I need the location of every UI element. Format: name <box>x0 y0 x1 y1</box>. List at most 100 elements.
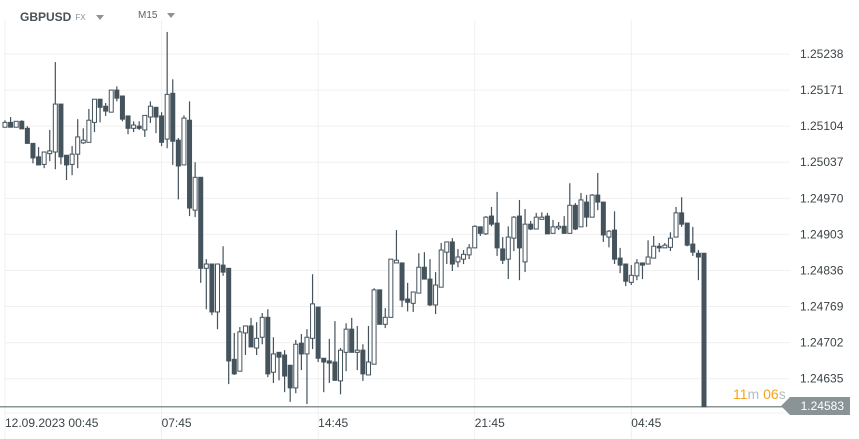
candle-body-bull <box>181 117 187 166</box>
candle <box>600 201 606 242</box>
candle <box>466 244 472 260</box>
chevron-down-icon <box>167 13 176 18</box>
candle-body-bull <box>52 103 58 153</box>
candle <box>97 98 103 123</box>
price-axis: 1.25238 1.25171 1.25104 1.25037 1.24970 1.249… <box>800 47 844 386</box>
candle-body-bear <box>561 225 567 234</box>
candle-body-bull <box>75 136 81 155</box>
candle-body-bear <box>125 115 131 129</box>
candle <box>125 115 131 135</box>
candle <box>80 128 86 144</box>
candle-body-bear <box>248 325 254 348</box>
candle <box>472 225 478 249</box>
candle-body-bear <box>360 349 366 375</box>
candle <box>455 248 461 268</box>
candle-body-bull <box>338 349 344 382</box>
candle <box>293 339 299 394</box>
candle-body-bull <box>382 316 388 325</box>
candle-body-bull <box>47 150 53 155</box>
candle-body-bear <box>220 264 226 273</box>
candle <box>164 31 170 149</box>
candle-body-bear <box>600 201 606 236</box>
candle <box>354 325 360 371</box>
candle-body-bear <box>595 194 601 203</box>
symbol-name: GBPUSD <box>20 10 72 24</box>
candle <box>421 252 427 280</box>
candle-body-bear <box>58 103 64 158</box>
candle <box>595 173 601 211</box>
candle <box>371 288 377 365</box>
candle <box>203 259 209 310</box>
y-tick-label: 1.24702 <box>800 336 844 350</box>
candle-body-bull <box>522 223 528 263</box>
candle-body-bear <box>572 204 578 230</box>
x-tick-label: 07:45 <box>162 416 192 430</box>
candle <box>142 114 148 137</box>
candle-body-bull <box>662 244 668 249</box>
candle-body-bull <box>634 262 640 277</box>
candle <box>477 226 483 237</box>
candle <box>108 89 114 113</box>
candle <box>187 101 193 217</box>
candle <box>427 259 433 307</box>
candle <box>103 103 109 116</box>
candle <box>550 219 556 234</box>
candle-body-bear <box>500 248 506 261</box>
candle-body-bull <box>203 263 209 269</box>
countdown-m: m <box>747 386 760 402</box>
timeframe-selector[interactable]: M15 <box>138 10 176 21</box>
candle <box>393 230 399 264</box>
candle <box>226 267 232 385</box>
candle <box>147 101 153 123</box>
candle <box>500 237 506 265</box>
candle-body-bear <box>231 358 237 375</box>
y-tick-label: 1.24903 <box>800 227 844 241</box>
candle-body-bear <box>153 106 159 118</box>
candle <box>516 199 522 281</box>
candle-body-bull <box>556 225 562 229</box>
candle <box>667 232 673 252</box>
candle-body-bull <box>237 331 243 372</box>
candle-body-bear <box>349 328 355 353</box>
candle-body-bull <box>589 194 595 218</box>
candle-body-bear <box>175 139 181 167</box>
candle-body-bull <box>438 249 444 288</box>
candle <box>505 226 511 280</box>
candle-body-bull <box>673 212 679 238</box>
candle-body-bear <box>298 342 304 355</box>
candle-body-bear <box>276 351 282 358</box>
candle-body-bull <box>310 303 316 339</box>
candle-body-bull <box>293 343 299 389</box>
timeframe-label: M15 <box>138 10 158 21</box>
candle-body-bear <box>8 121 14 128</box>
candle-body-bear <box>30 142 36 159</box>
candle-body-bear <box>639 262 645 266</box>
candle <box>382 308 388 329</box>
candle <box>684 222 690 247</box>
candle-body-bull <box>651 245 657 259</box>
candle-body-bear <box>282 354 288 377</box>
candle <box>159 112 165 147</box>
candle <box>511 216 517 252</box>
candle <box>360 344 366 381</box>
symbol-type: FX <box>75 12 86 22</box>
candle-body-bull <box>371 289 377 365</box>
candle-body-bull <box>628 274 634 283</box>
candle-body-bear <box>528 223 534 230</box>
candle-body-bull <box>455 256 461 263</box>
candle-body-bull <box>539 216 545 220</box>
symbol-selector[interactable]: GBPUSD FX <box>20 10 104 24</box>
candle <box>617 247 623 274</box>
candle <box>544 212 550 235</box>
candle <box>494 191 500 256</box>
candle-body-bull <box>254 337 260 349</box>
candle <box>30 142 36 164</box>
candle-body-bull <box>86 119 92 143</box>
candle-body-bull <box>354 349 360 353</box>
candle <box>343 323 349 372</box>
candle <box>483 216 489 235</box>
y-tick-label: 1.25037 <box>800 155 844 169</box>
candle <box>326 338 332 384</box>
candle <box>645 240 651 265</box>
